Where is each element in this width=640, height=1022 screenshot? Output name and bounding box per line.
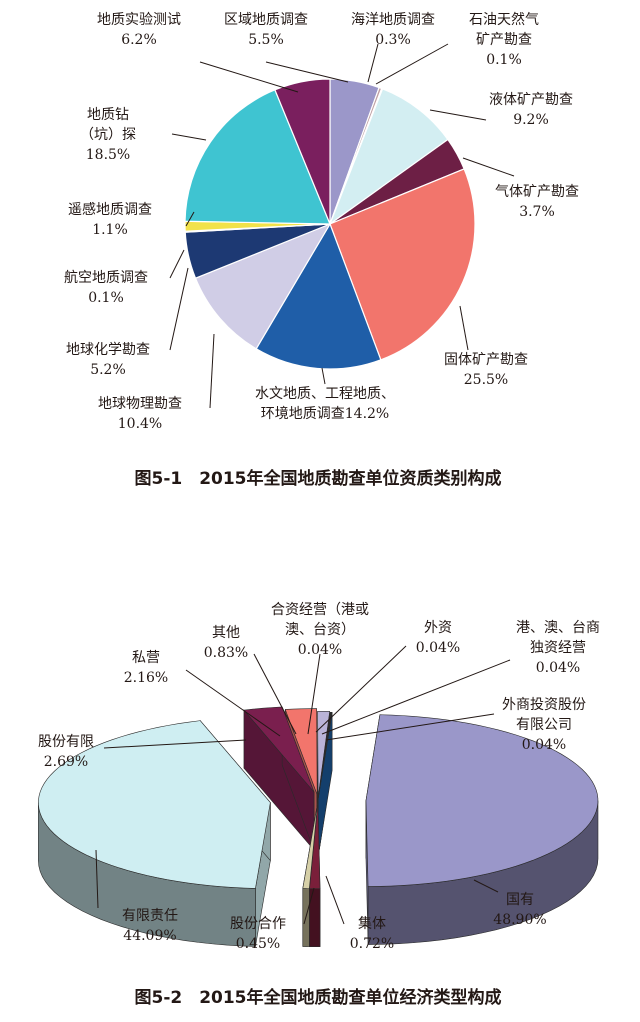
pie1-label-4-line-1: 3.7% [519,204,555,220]
pie2-label-3-line-1: 44.09% [123,928,176,944]
pie2-label-6-line-1: 0.83% [204,645,248,661]
pie1-label-2-line-2: 0.1% [486,52,522,68]
pie2-leader-0 [473,879,499,893]
pie2-label-4-line-1: 2.69% [44,754,88,770]
pie1-leader-10 [185,211,195,227]
pie1-label-8-line-1: 5.2% [90,362,126,378]
pie2-slice-5 [284,708,318,795]
pie2-label-8-line-1: 0.04% [416,640,460,656]
caption-figure-5-1: 图5-1 2015年全国地质勘查单位资质类别构成 [134,468,501,489]
pie2-slice-6 [317,711,331,798]
pie1-leader-6 [321,367,326,385]
pie2-leader-10 [325,713,495,741]
pie2-label-1-line-0: 集体 [358,915,386,932]
pie1-leader-5 [459,305,469,351]
pie1-slice-3 [328,88,449,226]
pie1-label-6-line-0: 水文地质、工程地质、 [255,386,395,402]
pie1-leader-0 [265,61,349,83]
pie2-label-3-line-0: 有限责任 [122,908,178,924]
pie1-label-12-line-1: 6.2% [121,32,157,48]
pie1-label-10-line-0: 遥感地质调查 [68,201,152,218]
pie2-label-9-line-2: 0.04% [536,660,580,676]
pie1-label-11-line-2: 18.5% [86,147,130,163]
pie-chart-economic-type [38,706,599,947]
pie2-label-1-line-1: 0.72% [350,936,394,952]
pie1-leader-8 [169,267,189,351]
pie2-slice-0 [365,714,599,887]
pie2-label-10-line-2: 0.04% [522,737,566,753]
pie1-label-2-line-0: 石油天然气 [469,11,539,28]
pie2-label-9-line-0: 港、澳、台商 [516,620,600,636]
pie2-label-2-line-1: 0.45% [236,936,280,952]
pie2-slice-10 [317,712,333,799]
pie2-label-5-line-0: 私营 [132,650,160,666]
pie1-label-1-line-1: 0.3% [375,32,411,48]
pie1-label-5-line-1: 25.5% [464,372,508,388]
pie1-label-9-line-1: 0.1% [88,290,124,306]
pie2-leader-1 [325,875,345,925]
pie2-leader-2 [303,887,315,925]
pie2-leader-4 [103,739,247,749]
pie2-leader-6 [253,653,297,735]
pie2-label-5-line-1: 2.16% [124,670,168,686]
pie2-label-6-line-0: 其他 [212,625,240,641]
pie1-label-7-line-1: 10.4% [118,416,162,432]
pie1-slice-11 [184,89,331,225]
pie2-slice-3 [38,720,271,889]
pie2-label-7-line-1: 澳、台资） [285,622,355,638]
pie2-label-2-line-0: 股份合作 [230,916,286,932]
pie1-leader-12 [199,61,299,93]
pie1-label-2-line-1: 矿产勘查 [476,32,532,48]
pie1-label-10-line-1: 1.1% [92,222,128,238]
pie1-label-1-line-0: 海洋地质调查 [351,12,435,28]
pie2-label-0-line-0: 国有 [506,892,534,908]
pie2-leader-9 [321,659,511,735]
pie1-leader-7 [209,333,215,409]
pie2-label-4-line-0: 股份有限 [38,734,94,750]
pie1-slice-7 [194,222,332,350]
pie1-label-5-line-0: 固体矿产勘查 [444,352,528,368]
pie2-label-7-line-0: 合资经营（港或 [271,602,369,618]
pie2-label-10-line-1: 有限公司 [516,717,572,733]
pie1-label-8-line-0: 地球化学勘查 [66,342,150,358]
pie1-label-11-line-1: （坑）探 [80,127,136,143]
pie1-label-0-line-0: 区域地质调查 [224,12,308,28]
pie1-label-6-line-1: 环境地质调查14.2% [261,406,389,422]
pie1-label-4-line-0: 气体矿产勘查 [495,184,579,200]
pie1-leader-2 [375,43,449,85]
pie1-leader-4 [462,157,515,177]
pie1-leader-9 [169,249,185,279]
pie-chart-qualification [184,78,476,370]
pie1-label-12-line-0: 地质实验测试 [97,12,181,28]
pie2-label-0-line-1: 48.90% [493,912,546,928]
pie-chart-economic-type-labels: 国有 48.90% 集体 0.72% 股份合作 0.45% 有限责任 44.09% 股份有限 2.… [38,602,600,952]
pie1-label-3-line-0: 液体矿产勘查 [489,92,573,108]
pie1-leader-1 [367,43,379,83]
pie1-leader-11 [171,133,207,141]
pie2-leader-8 [315,645,407,733]
pie2-label-7-line-2: 0.04% [298,642,342,658]
pie2-label-8-line-0: 外资 [424,620,452,636]
caption-figure-5-2: 图5-2 2015年全国地质勘查单位经济类型构成 [134,987,501,1008]
pie1-slice-5 [329,168,476,361]
pie2-label-9-line-1: 独资经营 [530,640,586,656]
pie1-label-9-line-0: 航空地质调查 [64,270,148,286]
pie1-slice-12 [274,78,331,225]
pie1-label-3-line-1: 9.2% [513,112,549,128]
pie2-leader-7 [307,653,321,735]
pie1-slice-6 [255,222,382,370]
pie1-leader-3 [429,109,487,121]
pie2-leader-5 [185,669,281,737]
pie1-label-11-line-0: 地质钻 [87,107,129,123]
pie2-slice-2 [302,802,318,889]
pie2-label-10-line-0: 外商投资股份 [502,697,586,713]
pie1-label-7-line-0: 地球物理勘查 [98,396,182,412]
pie1-label-0-line-1: 5.5% [248,32,284,48]
pie2-leader-3 [95,849,99,909]
